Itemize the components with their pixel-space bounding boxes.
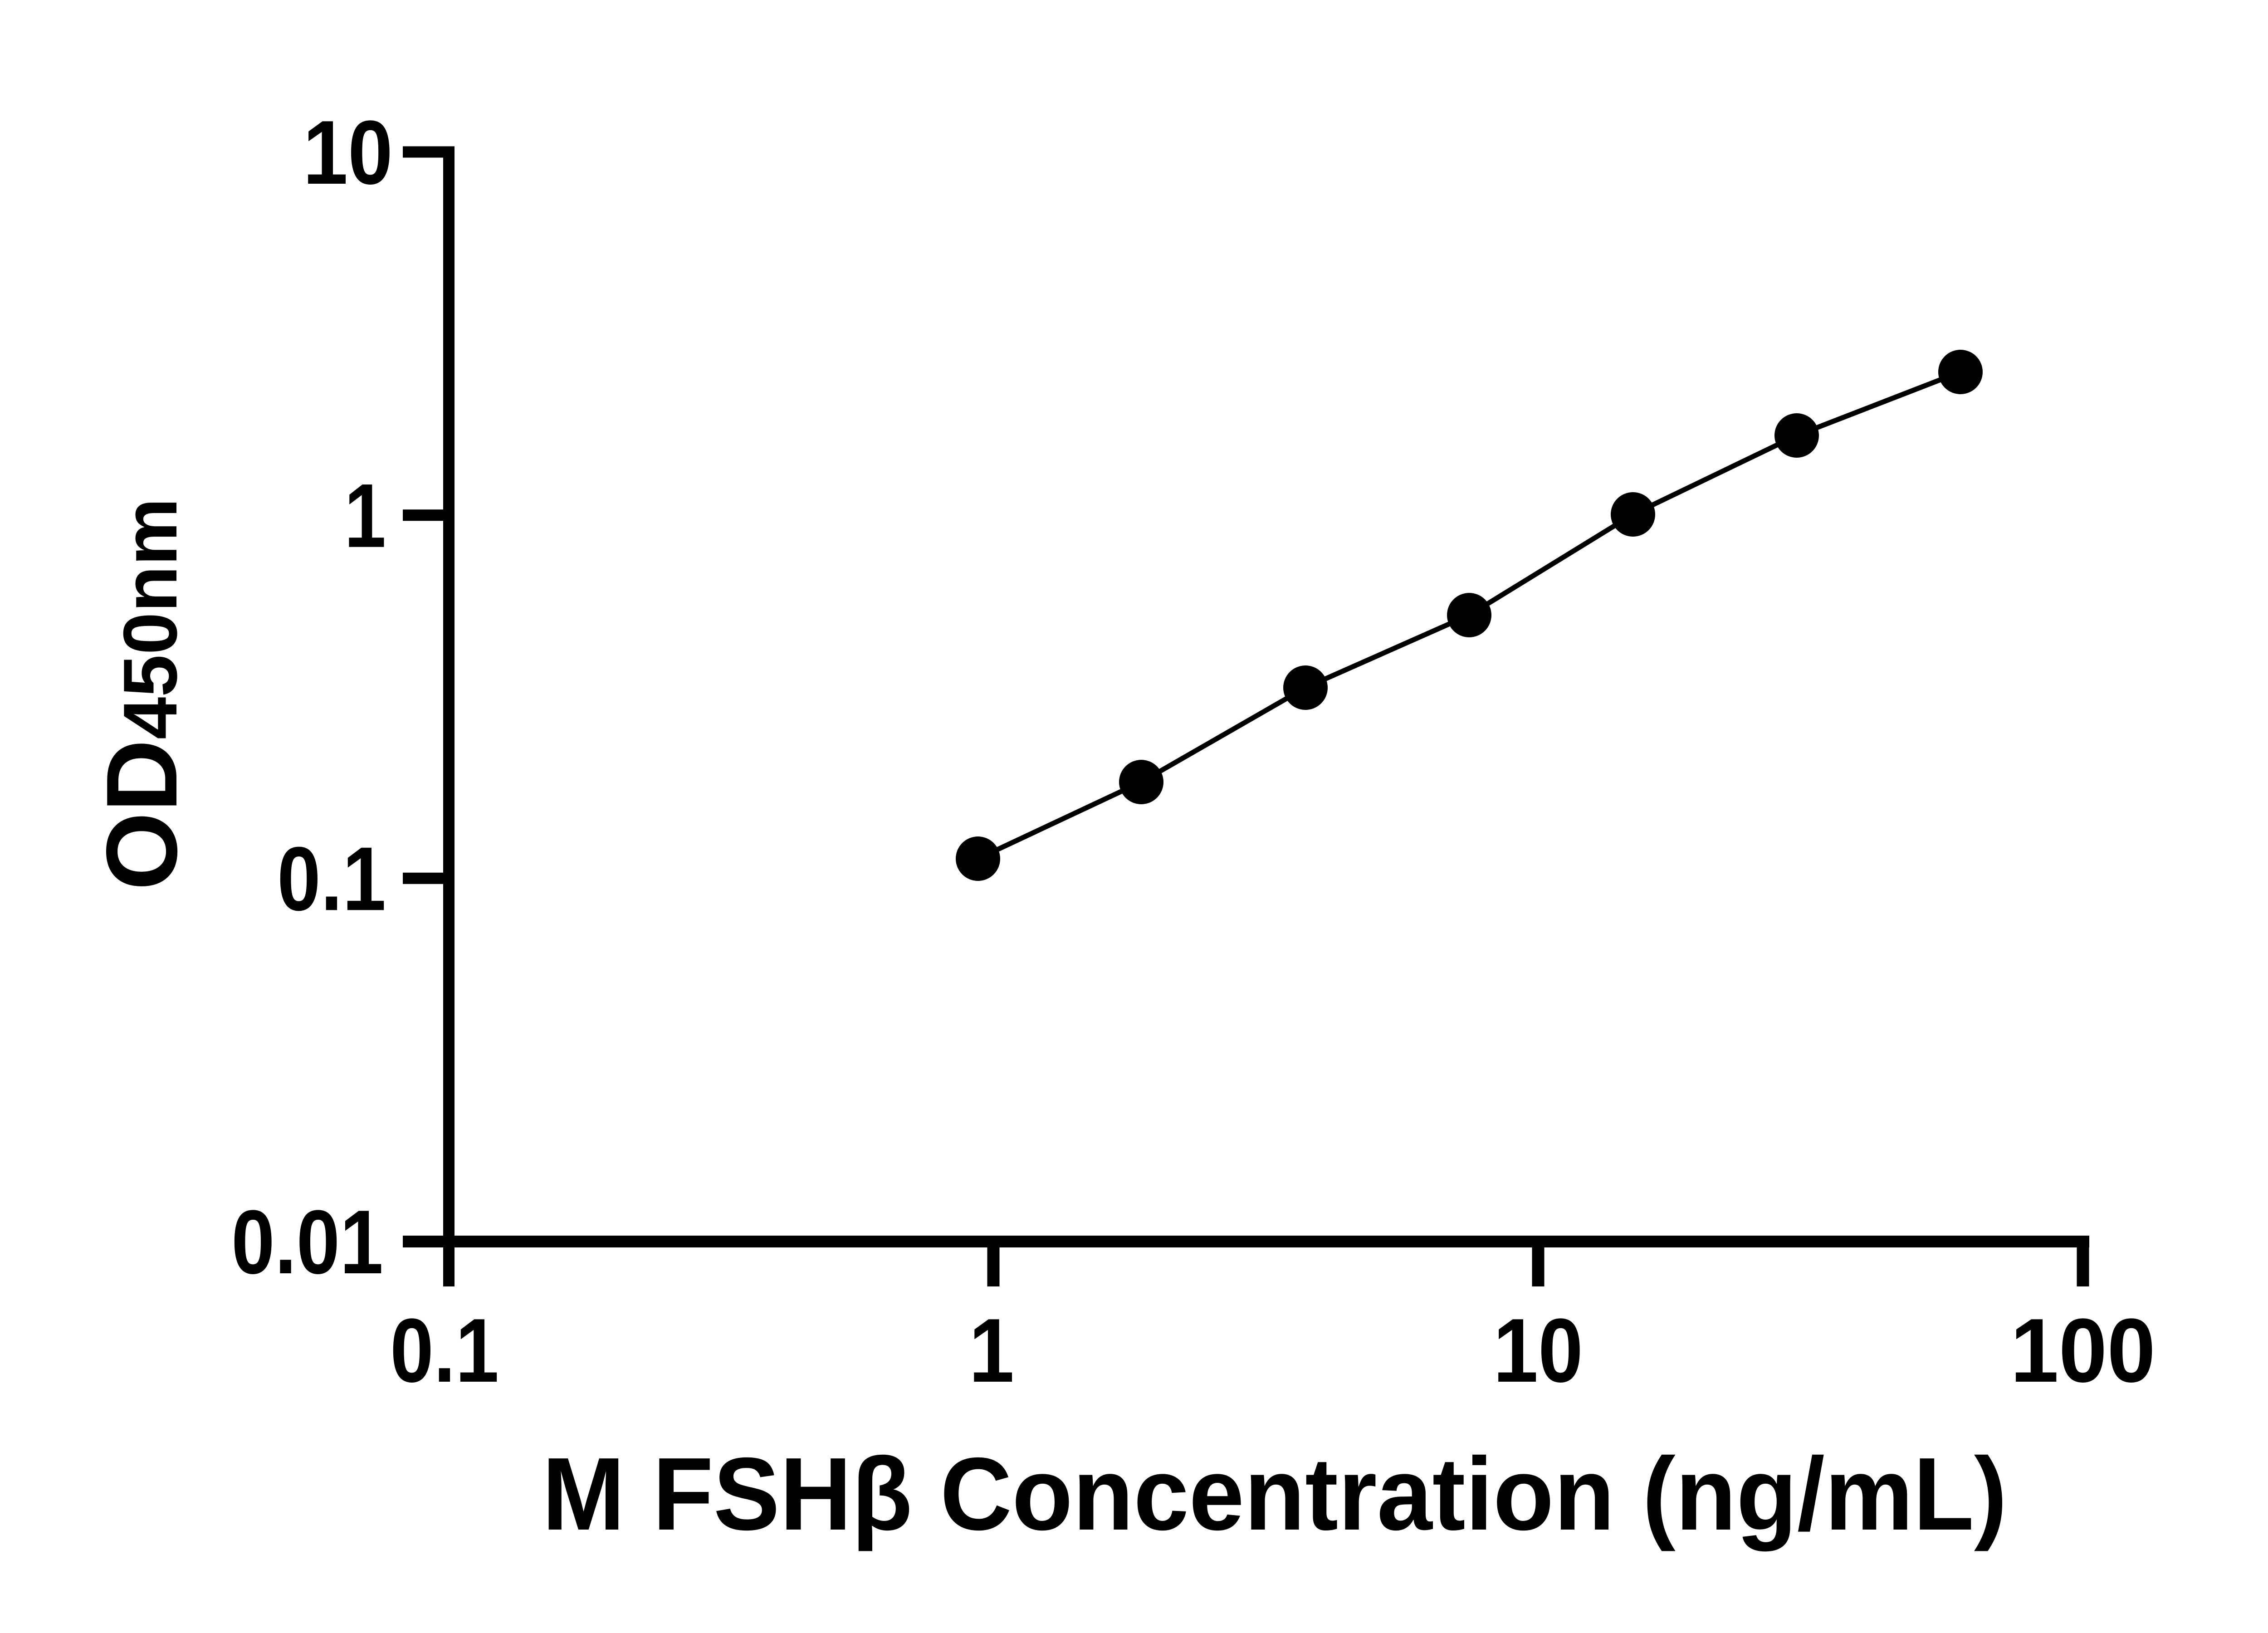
svg-text:0.1: 0.1 — [277, 828, 386, 929]
svg-text:10: 10 — [1493, 1300, 1583, 1401]
svg-text:0.1: 0.1 — [390, 1300, 499, 1401]
svg-text:0.01: 0.01 — [231, 1192, 383, 1293]
svg-text:1: 1 — [344, 465, 386, 567]
svg-text:M FSHβ Concentration (ng/mL): M FSHβ Concentration (ng/mL) — [542, 1437, 2007, 1552]
svg-text:1: 1 — [969, 1300, 1014, 1401]
svg-text:10: 10 — [303, 102, 393, 203]
svg-text:100: 100 — [2010, 1300, 2156, 1401]
